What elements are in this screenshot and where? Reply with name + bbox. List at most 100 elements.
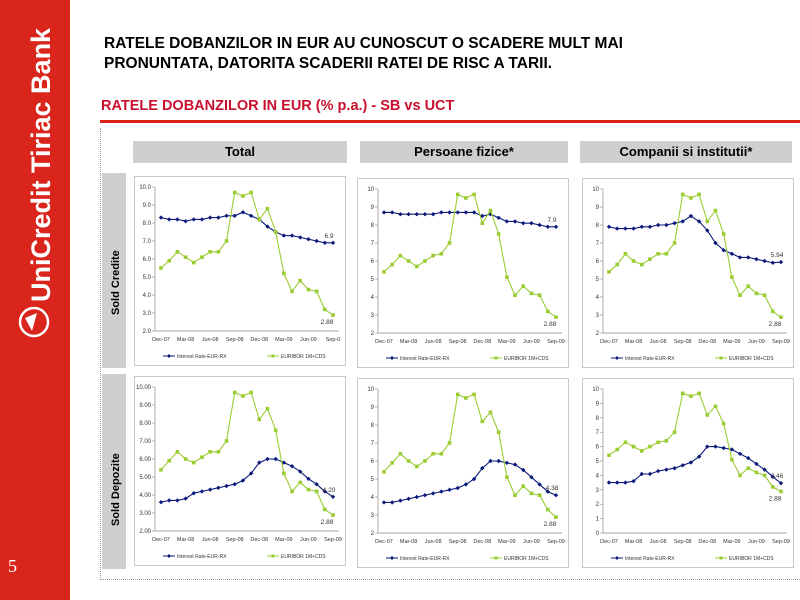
point-interest-rate	[664, 222, 669, 228]
point-euribor	[779, 315, 783, 319]
series-line-interest-rate	[160, 458, 334, 503]
point-euribor	[521, 284, 526, 288]
point-interest-rate	[398, 212, 403, 217]
point-interest-rate	[257, 460, 262, 465]
point-interest-rate	[623, 480, 628, 485]
point-euribor	[615, 447, 619, 452]
point-interest-rate	[158, 215, 164, 220]
x-tick-label: Jun-09	[748, 339, 765, 345]
legend-label-euribor: EURIBOR 1M+CDS	[281, 554, 326, 560]
point-interest-rate	[488, 458, 493, 464]
point-interest-rate	[322, 240, 328, 245]
x-tick-label: Jun-08	[650, 339, 667, 345]
point-euribor	[631, 259, 636, 263]
series-line-interest-rate	[160, 211, 333, 244]
data-label-euribor: 2.88	[769, 321, 782, 328]
row-label-depozite-text: Sold Depozite	[110, 453, 122, 526]
point-interest-rate	[639, 224, 644, 229]
y-tick-label: 8	[596, 416, 600, 422]
point-euribor	[664, 252, 669, 256]
point-interest-rate	[553, 224, 559, 229]
point-euribor	[175, 450, 180, 454]
point-euribor	[746, 284, 751, 288]
legend-label-euribor: EURIBOR 1M+CDS	[729, 356, 774, 362]
point-euribor	[697, 192, 701, 197]
y-tick-label: 9.00	[139, 403, 151, 409]
legend-label-interest-rate: Interest Rate-EUR-RX	[177, 354, 227, 360]
y-tick-label: 10.00	[136, 385, 152, 391]
y-tick-label: 2	[371, 331, 375, 337]
y-tick-label: 3	[596, 313, 600, 319]
point-interest-rate	[746, 455, 751, 461]
point-interest-rate	[537, 222, 542, 228]
x-tick-label: Mar-09	[723, 339, 740, 345]
point-euribor	[398, 253, 403, 258]
point-interest-rate	[406, 212, 411, 217]
y-tick-label: 6	[596, 259, 600, 265]
y-tick-label: 9.0	[143, 203, 152, 209]
x-tick-label: Mar-08	[625, 539, 642, 545]
point-interest-rate	[647, 471, 653, 477]
point-interest-rate	[729, 251, 735, 256]
series-line-euribor	[160, 391, 334, 516]
x-tick-label: Sep-09	[772, 539, 790, 545]
point-interest-rate	[306, 237, 311, 242]
x-tick-label: Dec-07	[152, 537, 170, 543]
point-interest-rate	[778, 259, 784, 265]
point-interest-rate	[471, 210, 477, 215]
point-interest-rate	[265, 456, 270, 462]
chart-credite-total-svg: 2.0 3.0 4.0 5.0 6.0 7.0 8.0 9.0 10.0 Dec-07 Mar-08…	[139, 185, 340, 360]
point-euribor	[232, 390, 237, 395]
point-euribor	[290, 489, 294, 494]
x-tick-label: Sep-08	[674, 339, 692, 345]
point-euribor	[464, 396, 468, 400]
chart-depozite-persoane: 2 3 4 5 6 7 8 9 10 Dec-07 Mar-08 Jun-08 Sep-08 Dec-08…	[357, 378, 569, 568]
x-tick-label: Mar-09	[723, 539, 740, 545]
legend-label-euribor: EURIBOR 1M+CDS	[729, 556, 774, 562]
point-euribor	[521, 484, 526, 488]
point-euribor	[713, 208, 718, 213]
point-euribor	[159, 468, 163, 472]
point-euribor	[331, 513, 335, 517]
point-euribor	[232, 190, 237, 195]
page-number: 5	[8, 556, 17, 576]
point-euribor	[656, 252, 660, 256]
y-tick-label: 8	[371, 423, 375, 429]
y-tick-label: 5	[371, 477, 375, 483]
point-interest-rate	[430, 491, 436, 496]
y-tick-label: 5	[596, 459, 600, 465]
point-interest-rate	[655, 468, 661, 474]
point-euribor	[249, 390, 253, 395]
x-tick-label: Jun-09	[748, 539, 765, 545]
point-euribor	[314, 489, 319, 494]
point-interest-rate	[248, 213, 254, 218]
data-label-euribor: 2.88	[769, 496, 782, 503]
point-interest-rate	[322, 489, 328, 494]
point-euribor	[273, 230, 278, 234]
y-tick-label: 4.0	[143, 293, 152, 299]
x-tick-label: Sep-08	[449, 539, 467, 545]
legend-label-euribor: EURIBOR 1M+CDS	[504, 556, 549, 562]
point-euribor	[314, 289, 319, 294]
x-tick-label: Sep-08	[226, 337, 244, 343]
series-line-euribor	[160, 191, 334, 316]
x-tick-label: Jun-08	[425, 339, 442, 345]
point-interest-rate	[778, 480, 784, 486]
x-tick-label: Dec-08	[473, 339, 491, 345]
x-tick-label: Mar-08	[177, 537, 194, 543]
point-euribor	[746, 466, 751, 470]
point-interest-rate	[216, 485, 221, 490]
x-tick-label: Jun-09	[523, 539, 540, 545]
point-interest-rate	[471, 476, 477, 482]
point-interest-rate	[696, 454, 702, 459]
point-euribor	[323, 507, 327, 512]
x-tick-label: Jun-09	[300, 537, 317, 543]
point-euribor	[455, 392, 460, 397]
legend-marker-interest-rate	[390, 556, 394, 560]
chart-credite-companii-svg: 2 3 4 5 6 7 8 9 10 Dec-07 Mar-08 Jun-08 Sep-08 Dec-08…	[592, 187, 790, 362]
point-euribor	[762, 293, 767, 297]
point-euribor	[680, 192, 685, 197]
point-euribor	[257, 217, 262, 222]
point-interest-rate	[175, 498, 180, 503]
x-tick-label: Dec-07	[152, 337, 170, 343]
